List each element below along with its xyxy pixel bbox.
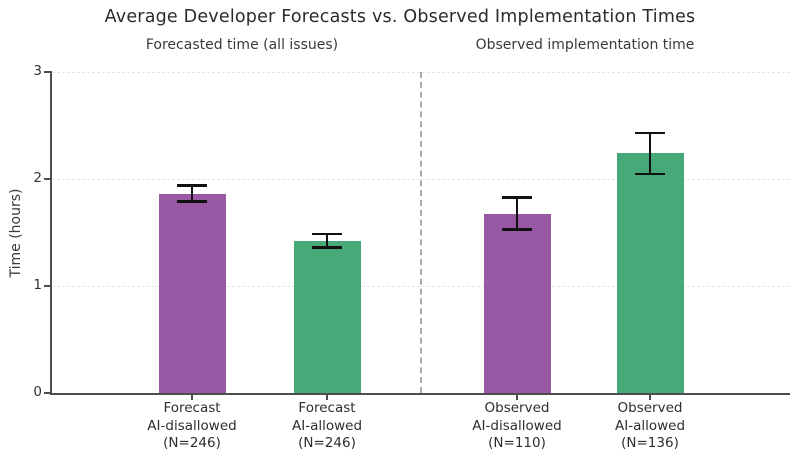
y-tick-0: [44, 392, 50, 394]
x-tick-forecast-ai-allowed: [326, 395, 328, 400]
y-tick-1: [44, 285, 50, 287]
y-tick-label-1: 1: [33, 277, 42, 293]
y-tick-3: [44, 71, 50, 73]
x-label-line: (N=246): [163, 435, 221, 452]
x-label-forecast-ai-allowed: Forecast AI-allowed (N=246): [292, 400, 362, 453]
panel-title-forecasted: Forecasted time (all issues): [145, 37, 339, 53]
x-label-line: (N=110): [488, 435, 546, 452]
y-axis-label: Time (hours): [8, 188, 24, 278]
panel-divider: [420, 72, 422, 393]
x-tick-forecast-ai-disallowed: [191, 395, 193, 400]
x-label-line: AI-disallowed: [147, 417, 237, 434]
error-cap-bottom-observed-ai-allowed: [635, 172, 665, 176]
bar-observed-ai-allowed: [616, 153, 684, 393]
error-cap-bottom-forecast-ai-allowed: [312, 246, 342, 249]
x-label-observed-ai-allowed: Observed AI-allowed (N=136): [615, 400, 685, 453]
error-bar-observed-ai-disallowed: [515, 197, 519, 230]
error-bar-forecast-ai-disallowed: [190, 185, 194, 202]
gridline-y3: [52, 71, 790, 73]
x-label-line: (N=136): [621, 435, 679, 452]
x-label-observed-ai-disallowed: Observed AI-disallowed (N=110): [472, 400, 561, 453]
y-tick-label-0: 0: [33, 384, 42, 400]
x-label-line: Forecast: [163, 400, 221, 416]
x-label-line: AI-allowed: [291, 417, 363, 434]
y-tick-label-2: 2: [33, 170, 42, 186]
y-tick-2: [44, 178, 50, 180]
x-tick-observed-ai-allowed: [649, 395, 651, 400]
x-label-line: Observed: [484, 400, 550, 416]
bar-forecast-ai-disallowed: [158, 193, 226, 393]
x-label-line: (N=246): [298, 435, 356, 452]
x-label-line: Observed: [617, 400, 683, 416]
error-bar-forecast-ai-allowed: [325, 233, 329, 248]
y-axis: [50, 71, 52, 395]
x-label-line: AI-allowed: [614, 417, 686, 434]
error-cap-top-forecast-ai-allowed: [312, 232, 342, 236]
gridline-y2: [52, 178, 790, 180]
x-label-line: AI-disallowed: [472, 417, 562, 434]
bar-forecast-ai-allowed: [293, 241, 361, 393]
chart-title: Average Developer Forecasts vs. Observed…: [104, 7, 696, 27]
x-axis: [50, 393, 790, 395]
error-cap-top-observed-ai-allowed: [635, 131, 665, 135]
gridline-y1: [52, 285, 790, 287]
error-cap-bottom-observed-ai-disallowed: [502, 228, 532, 231]
x-label-forecast-ai-disallowed: Forecast AI-disallowed (N=246): [147, 400, 236, 453]
error-bar-observed-ai-allowed: [648, 132, 652, 174]
error-cap-bottom-forecast-ai-disallowed: [177, 200, 207, 203]
x-tick-observed-ai-disallowed: [516, 395, 518, 400]
y-tick-label-3: 3: [33, 63, 42, 79]
error-cap-top-forecast-ai-disallowed: [177, 184, 207, 187]
error-cap-top-observed-ai-disallowed: [502, 196, 532, 199]
x-label-line: Forecast: [298, 400, 356, 416]
panel-title-observed: Observed implementation time: [475, 37, 695, 53]
bar-observed-ai-disallowed: [483, 214, 551, 393]
